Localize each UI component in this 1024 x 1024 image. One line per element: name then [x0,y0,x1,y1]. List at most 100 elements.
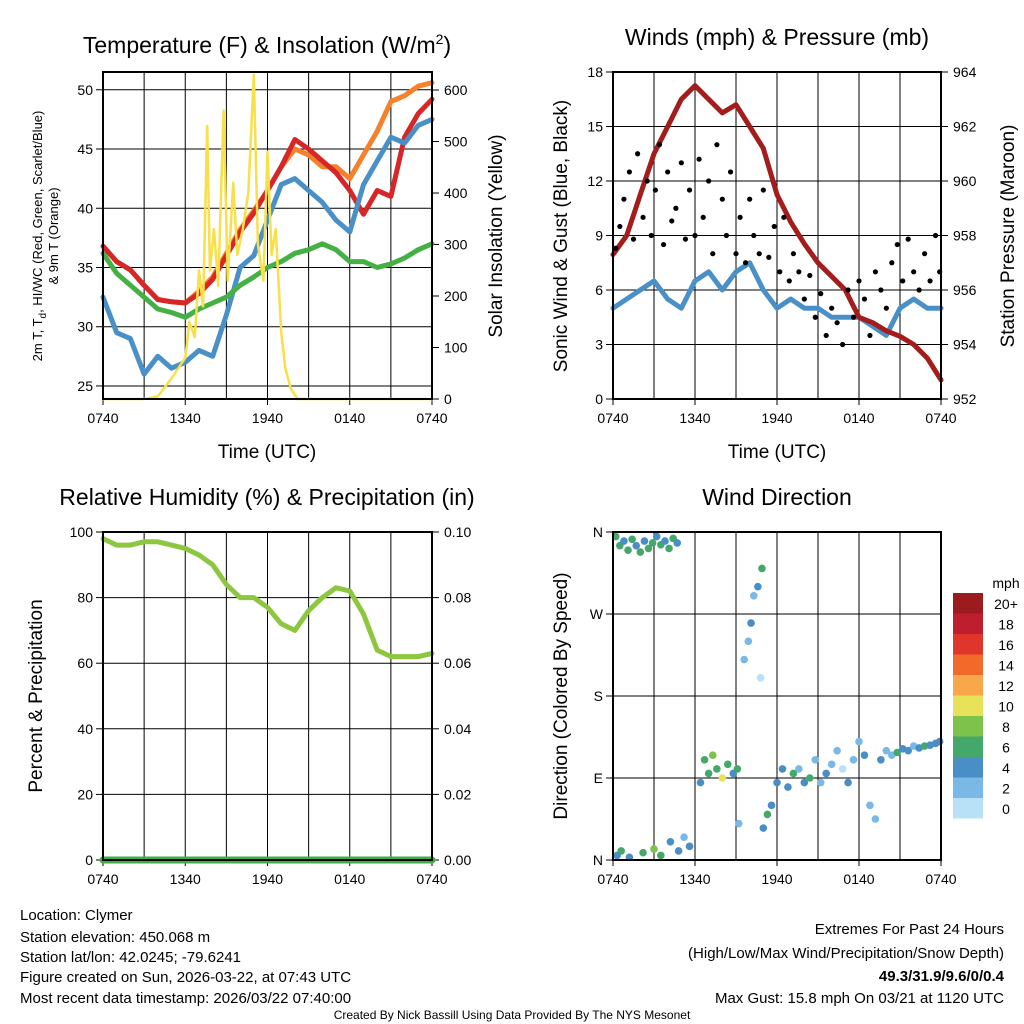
wind-direction-point [733,765,742,773]
right-y-tick-label: 0 [444,391,452,407]
y-tick-label: 40 [77,721,93,737]
y-tick-label: 12 [587,173,603,189]
y-tick-label: 25 [77,378,93,394]
right-y-tick-label: 500 [444,134,468,150]
gust-point [723,232,730,239]
gust-point [727,169,734,175]
wind-direction-point [724,760,732,769]
right-y-tick-label: 960 [953,173,977,189]
x-tick-label: 0740 [925,871,956,887]
relative-humidity-line [100,536,435,660]
gust-point [900,278,906,284]
gust-point [635,151,641,157]
y-tick-label: 0 [85,852,93,868]
gust-point [823,332,829,339]
gust-point [856,278,862,284]
station-pressure-line [610,83,944,383]
wind-direction-panel-title: Wind Direction [702,484,852,510]
temperature-plot-frame [102,71,433,400]
gust-point [621,196,627,202]
humidity-panel-title: Relative Humidity (%) & Precipitation (i… [59,484,474,510]
colorbar-swatch [953,634,983,655]
wind-direction-point [822,769,830,778]
temperature-right-axis-label: Solar Insolation (Yellow) [486,134,507,337]
wind-direction-point [617,847,625,855]
colorbar-swatch [953,757,983,778]
wind-direction-point [800,778,809,787]
sonic-wind-line [610,260,944,338]
right-y-tick-label: 0.00 [444,852,471,868]
y-tick-label: 45 [77,141,93,157]
wind-direction-point [673,539,682,547]
wind-direction-point [747,619,755,627]
wind-direction-point [718,774,727,782]
x-tick-label: 0740 [416,410,447,426]
right-y-tick-label: 0.10 [444,524,471,540]
x-tick-label: 1940 [252,871,283,887]
wind-direction-point [640,537,649,545]
winds-x-axis-label: Time (UTC) [728,442,827,463]
x-tick-label: 1340 [170,871,201,887]
wind-direction-point [734,819,743,828]
gust-point [706,178,712,184]
wind-speed-colorbar: 20+ 18 16 14 12 10 8 6 4 2 0 [953,593,1018,819]
gust-point [756,251,762,257]
colorbar-label: 18 [998,617,1014,633]
gust-point [682,236,689,242]
max-gust-text: Max Gust: 15.8 mph On 03/21 at 1120 UTC [715,990,1004,1007]
wind-direction-point [838,765,847,773]
colorbar-swatch [953,695,983,716]
y-tick-label: 18 [587,64,603,80]
x-tick-label: 1940 [252,410,283,426]
gust-point [700,214,706,220]
gust-point [867,332,873,339]
wind-direction-point [620,537,628,545]
y-tick-label: 60 [77,655,93,671]
wind-direction-point [713,765,721,773]
gust-point [640,214,646,220]
x-tick-label: 0140 [843,410,874,426]
wind-direction-point [833,746,841,755]
y-tick-label: 3 [595,337,603,353]
colorbar-label: 6 [1002,740,1010,756]
gust-point [845,287,851,293]
wind-direction-point [652,532,661,541]
wind-direction-point [827,760,836,769]
gust-point [781,214,787,220]
td-line [100,241,435,320]
x-tick-label: 0140 [334,410,365,426]
y-tick-label: 0 [595,391,603,407]
wind-direction-point [759,824,768,832]
y-tick-label: 6 [595,282,603,298]
y-tick-label: 100 [70,524,94,540]
wind-direction-point [696,778,705,787]
wind-direction-point [811,755,820,764]
wind-direction-point [882,746,891,755]
gust-point [796,269,802,275]
wind-direction-point [767,801,776,810]
right-y-tick-label: 600 [444,82,468,98]
gust-point [656,142,663,148]
winds-panel-title: Winds (mph) & Pressure (mb) [625,24,929,50]
gust-point [883,305,889,311]
wind-direction-point [855,737,863,746]
x-tick-label: 1940 [761,410,792,426]
right-y-tick-label: 400 [444,185,468,201]
y-tick-label: W [590,606,604,622]
wind-direction-point [740,655,748,664]
gust-point [660,241,667,248]
gust-point [829,305,835,311]
y-tick-label: 35 [77,259,93,275]
gust-point [916,287,922,293]
wind-direction-point [639,848,647,857]
colorbar-swatch [953,675,983,696]
recent-timestamp-text: Most recent data timestamp: 2026/03/22 0… [20,990,351,1007]
wind-direction-point [744,637,753,646]
right-y-tick-label: 954 [953,337,977,353]
extremes-subtitle: (High/Low/Max Wind/Precipitation/Snow De… [688,945,1004,962]
x-tick-label: 0740 [597,410,628,426]
x-tick-label: 1340 [170,410,201,426]
x-tick-label: 0740 [87,410,118,426]
colorbar-label: 10 [998,699,1014,715]
wind-direction-point [657,851,665,860]
